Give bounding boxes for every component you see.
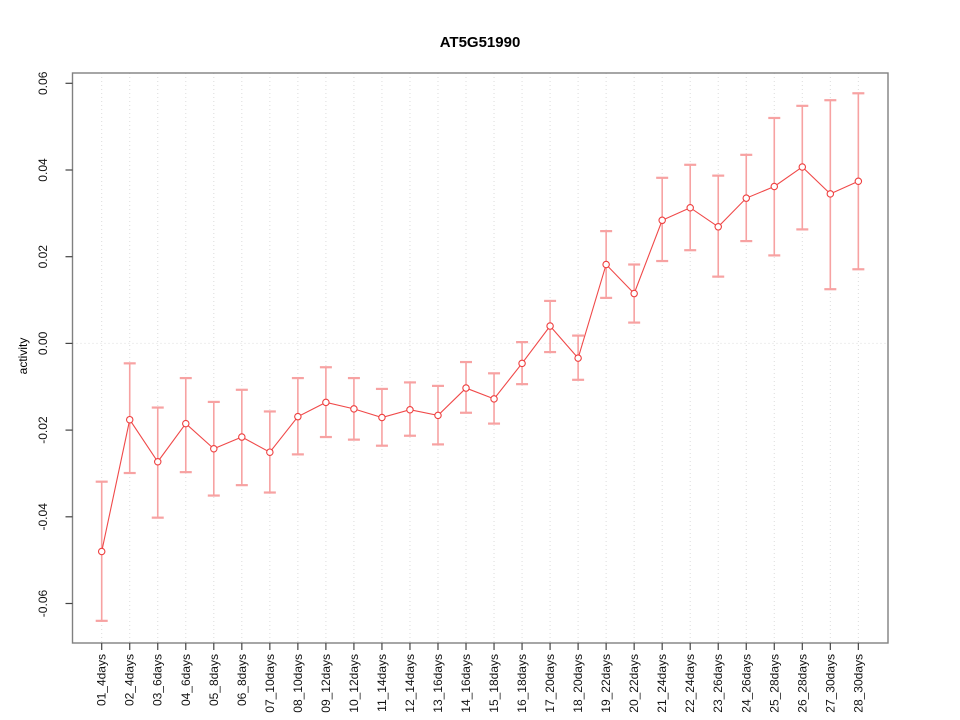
x-tick-label: 25_28days [767, 654, 781, 713]
data-point-marker [854, 177, 863, 186]
x-tick-label: 04_6days [179, 654, 193, 706]
y-tick-label: 0.06 [36, 71, 50, 95]
x-tick-label: 18_20days [571, 654, 585, 713]
data-point-marker [182, 419, 190, 428]
x-tick-label: 15_18days [487, 654, 501, 713]
data-point-marker [658, 216, 666, 225]
data-point-marker [826, 190, 835, 198]
data-point-marker [97, 547, 106, 556]
data-point-marker [770, 182, 779, 191]
y-tick-label: -0.04 [36, 503, 50, 531]
x-tick-label: 13_16days [431, 654, 445, 713]
data-point-marker [378, 413, 386, 422]
y-tick-label: 0.04 [36, 158, 50, 182]
data-point-marker [125, 415, 134, 424]
data-point-marker [630, 289, 638, 298]
data-point-marker [153, 457, 162, 466]
data-point-marker [742, 194, 751, 202]
x-tick-label: 28_30days [851, 654, 865, 713]
x-tick-label: 11_14days [375, 654, 389, 712]
x-tick-label: 16_18days [515, 654, 529, 713]
data-point-marker [266, 448, 274, 456]
x-tick-label: 24_26days [739, 654, 753, 713]
data-point-marker [350, 405, 358, 413]
x-tick-label: 09_12days [319, 654, 333, 713]
data-point-marker [462, 384, 470, 392]
x-tick-label: 19_22days [599, 654, 613, 713]
x-tick-label: 23_26days [711, 654, 725, 713]
y-tick-label: 0.00 [36, 331, 50, 355]
chart-title: AT5G51990 [439, 34, 521, 51]
y-tick-label: -0.06 [36, 590, 50, 618]
data-point-marker [602, 260, 610, 269]
x-tick-label: 17_20days [543, 654, 557, 713]
x-tick-label: 08_10days [291, 654, 305, 713]
x-tick-label: 06_8days [235, 654, 249, 706]
x-tick-label: 14_16days [459, 654, 473, 713]
data-point-marker [406, 405, 414, 414]
x-tick-label: 01_4days [95, 654, 109, 706]
data-point-marker [490, 395, 498, 403]
series-line [101, 166, 859, 552]
x-tick-label: 20_22days [627, 654, 641, 713]
data-point-marker [714, 223, 722, 231]
data-point-marker [574, 354, 582, 362]
data-point-marker [294, 412, 302, 421]
y-tick-label: 0.02 [36, 245, 50, 269]
data-point-marker [210, 444, 218, 453]
x-tick-label: 05_8days [207, 654, 221, 706]
data-point-marker [686, 203, 694, 212]
x-tick-label: 26_28days [795, 654, 809, 713]
data-point-marker [798, 163, 807, 171]
x-tick-label: 10_12days [347, 654, 361, 713]
x-tick-label: 07_10days [263, 654, 277, 713]
x-tick-label: 03_6days [151, 654, 165, 706]
plot-box [71, 72, 889, 644]
x-tick-label: 12_14days [403, 654, 417, 713]
x-tick-label: 02_4days [123, 654, 137, 706]
data-point-marker [238, 433, 246, 441]
data-point-marker [518, 359, 526, 368]
x-tick-label: 21_24days [655, 654, 669, 713]
y-tick-label: -0.02 [36, 416, 50, 444]
data-point-marker [434, 411, 442, 420]
x-tick-label: 22_24days [683, 654, 697, 713]
data-point-marker [546, 322, 554, 330]
x-tick-label: 27_30days [823, 654, 837, 713]
data-point-marker [322, 398, 330, 407]
